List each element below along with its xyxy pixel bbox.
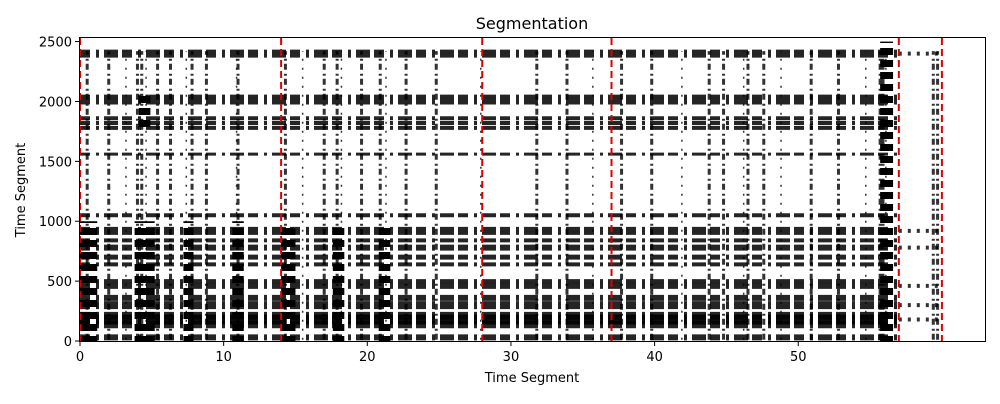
y-tick-label: 0	[64, 335, 72, 350]
y-axis: 0 500 1000 1500 2000 2500	[39, 36, 80, 350]
activity-blob	[134, 221, 155, 341]
x-tick-label: 40	[646, 350, 663, 365]
x-tick-label: 50	[790, 350, 807, 365]
activity-blob	[332, 227, 345, 341]
plot-area	[79, 38, 943, 341]
x-axis: 0 10 20 30 40 50	[76, 341, 807, 365]
x-tick-label: 10	[215, 350, 232, 365]
activity-blob	[80, 221, 98, 341]
y-tick-label: 2500	[39, 36, 72, 51]
activity-blob	[183, 221, 194, 341]
x-axis-label: Time Segment	[484, 371, 579, 386]
x-tick-label: 20	[359, 350, 376, 365]
y-axis-label: Time Segment	[14, 143, 29, 238]
activity-blob	[378, 227, 391, 341]
plot-frame	[79, 37, 986, 342]
activity-blob	[232, 221, 244, 341]
y-tick-label: 1500	[39, 155, 72, 170]
chart-title: Segmentation	[476, 14, 588, 33]
x-tick-label: 0	[76, 350, 84, 365]
y-tick-label: 500	[47, 275, 72, 290]
x-tick-label: 30	[503, 350, 520, 365]
y-tick-label: 1000	[39, 215, 72, 230]
y-tick-label: 2000	[39, 95, 72, 110]
activity-blob	[281, 227, 296, 341]
activity-blob	[880, 41, 894, 341]
activity-blob	[138, 95, 151, 132]
